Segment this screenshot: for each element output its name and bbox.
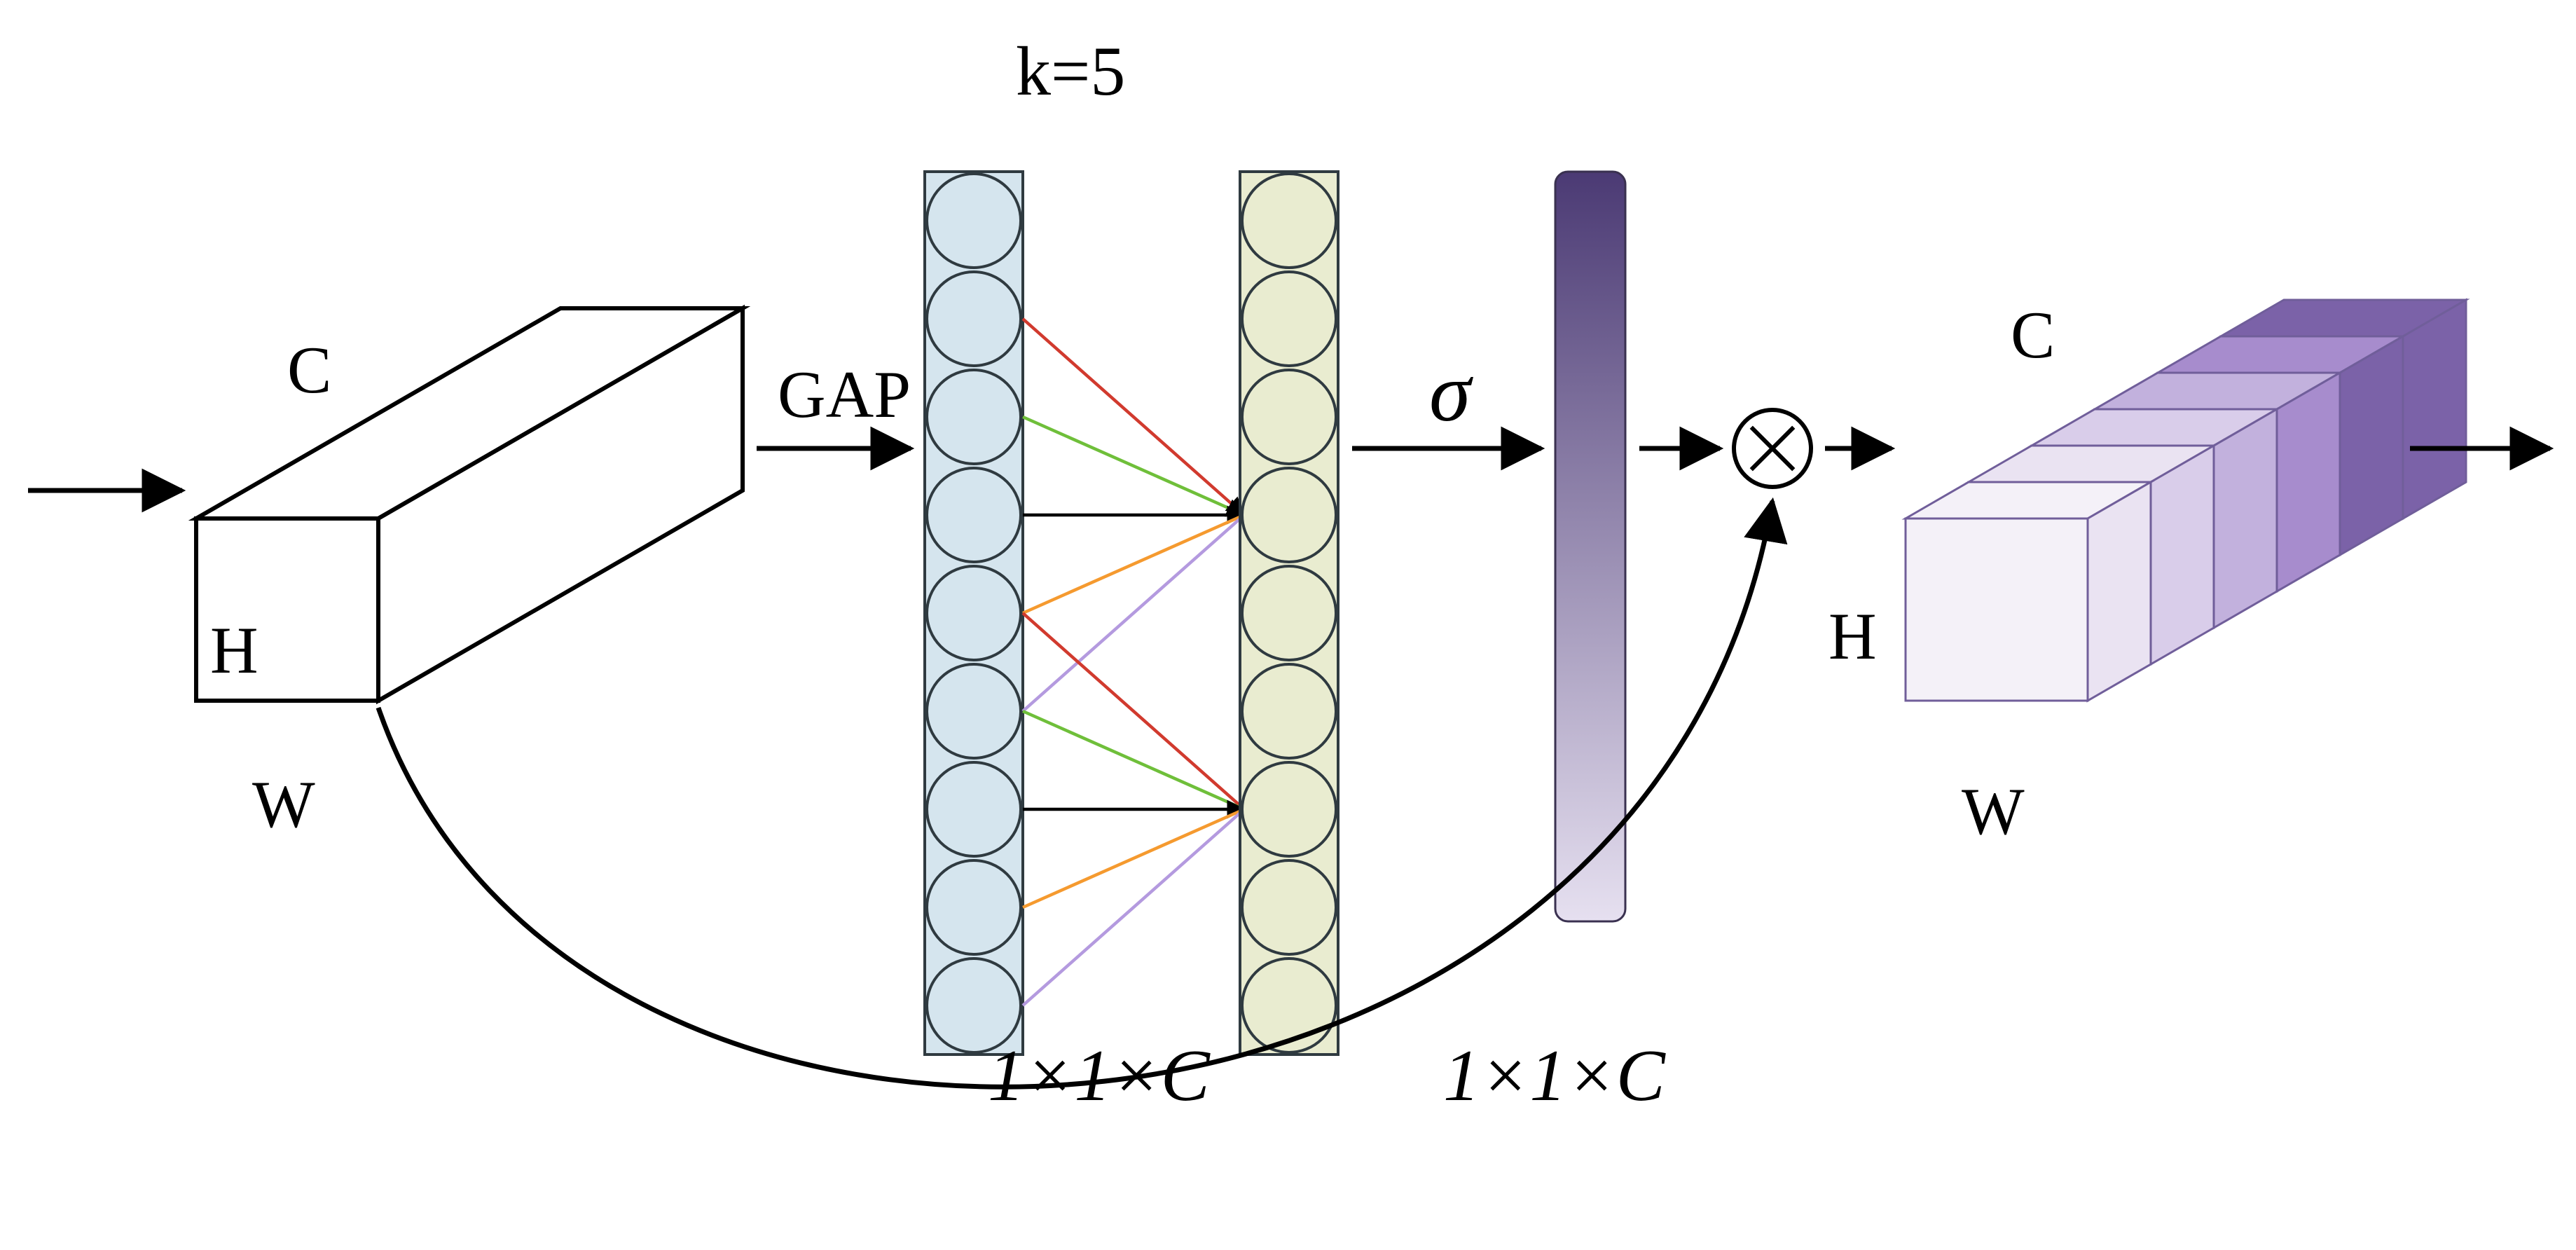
output-label-h: H	[1828, 599, 1877, 673]
multiply-node	[1734, 410, 1811, 487]
dim-right: 1×1×C	[1443, 1034, 1667, 1116]
input-label-h: H	[210, 613, 259, 687]
output-label-c: C	[2011, 298, 2055, 372]
dim-left: 1×1×C	[988, 1034, 1211, 1116]
k-label: k=5	[1016, 32, 1125, 110]
output-tensor	[1906, 300, 2466, 701]
input-label-c: C	[287, 333, 331, 407]
output-label-w: W	[1962, 774, 2025, 849]
sigma-weights	[1555, 172, 1625, 921]
vector-gap	[925, 172, 1023, 1055]
sigma-label: σ	[1429, 345, 1473, 439]
conv1d-connections	[1023, 319, 1244, 1005]
input-label-w: W	[252, 767, 315, 842]
gap-label: GAP	[778, 357, 911, 432]
input-tensor	[196, 308, 743, 701]
vector-conv	[1240, 172, 1338, 1055]
